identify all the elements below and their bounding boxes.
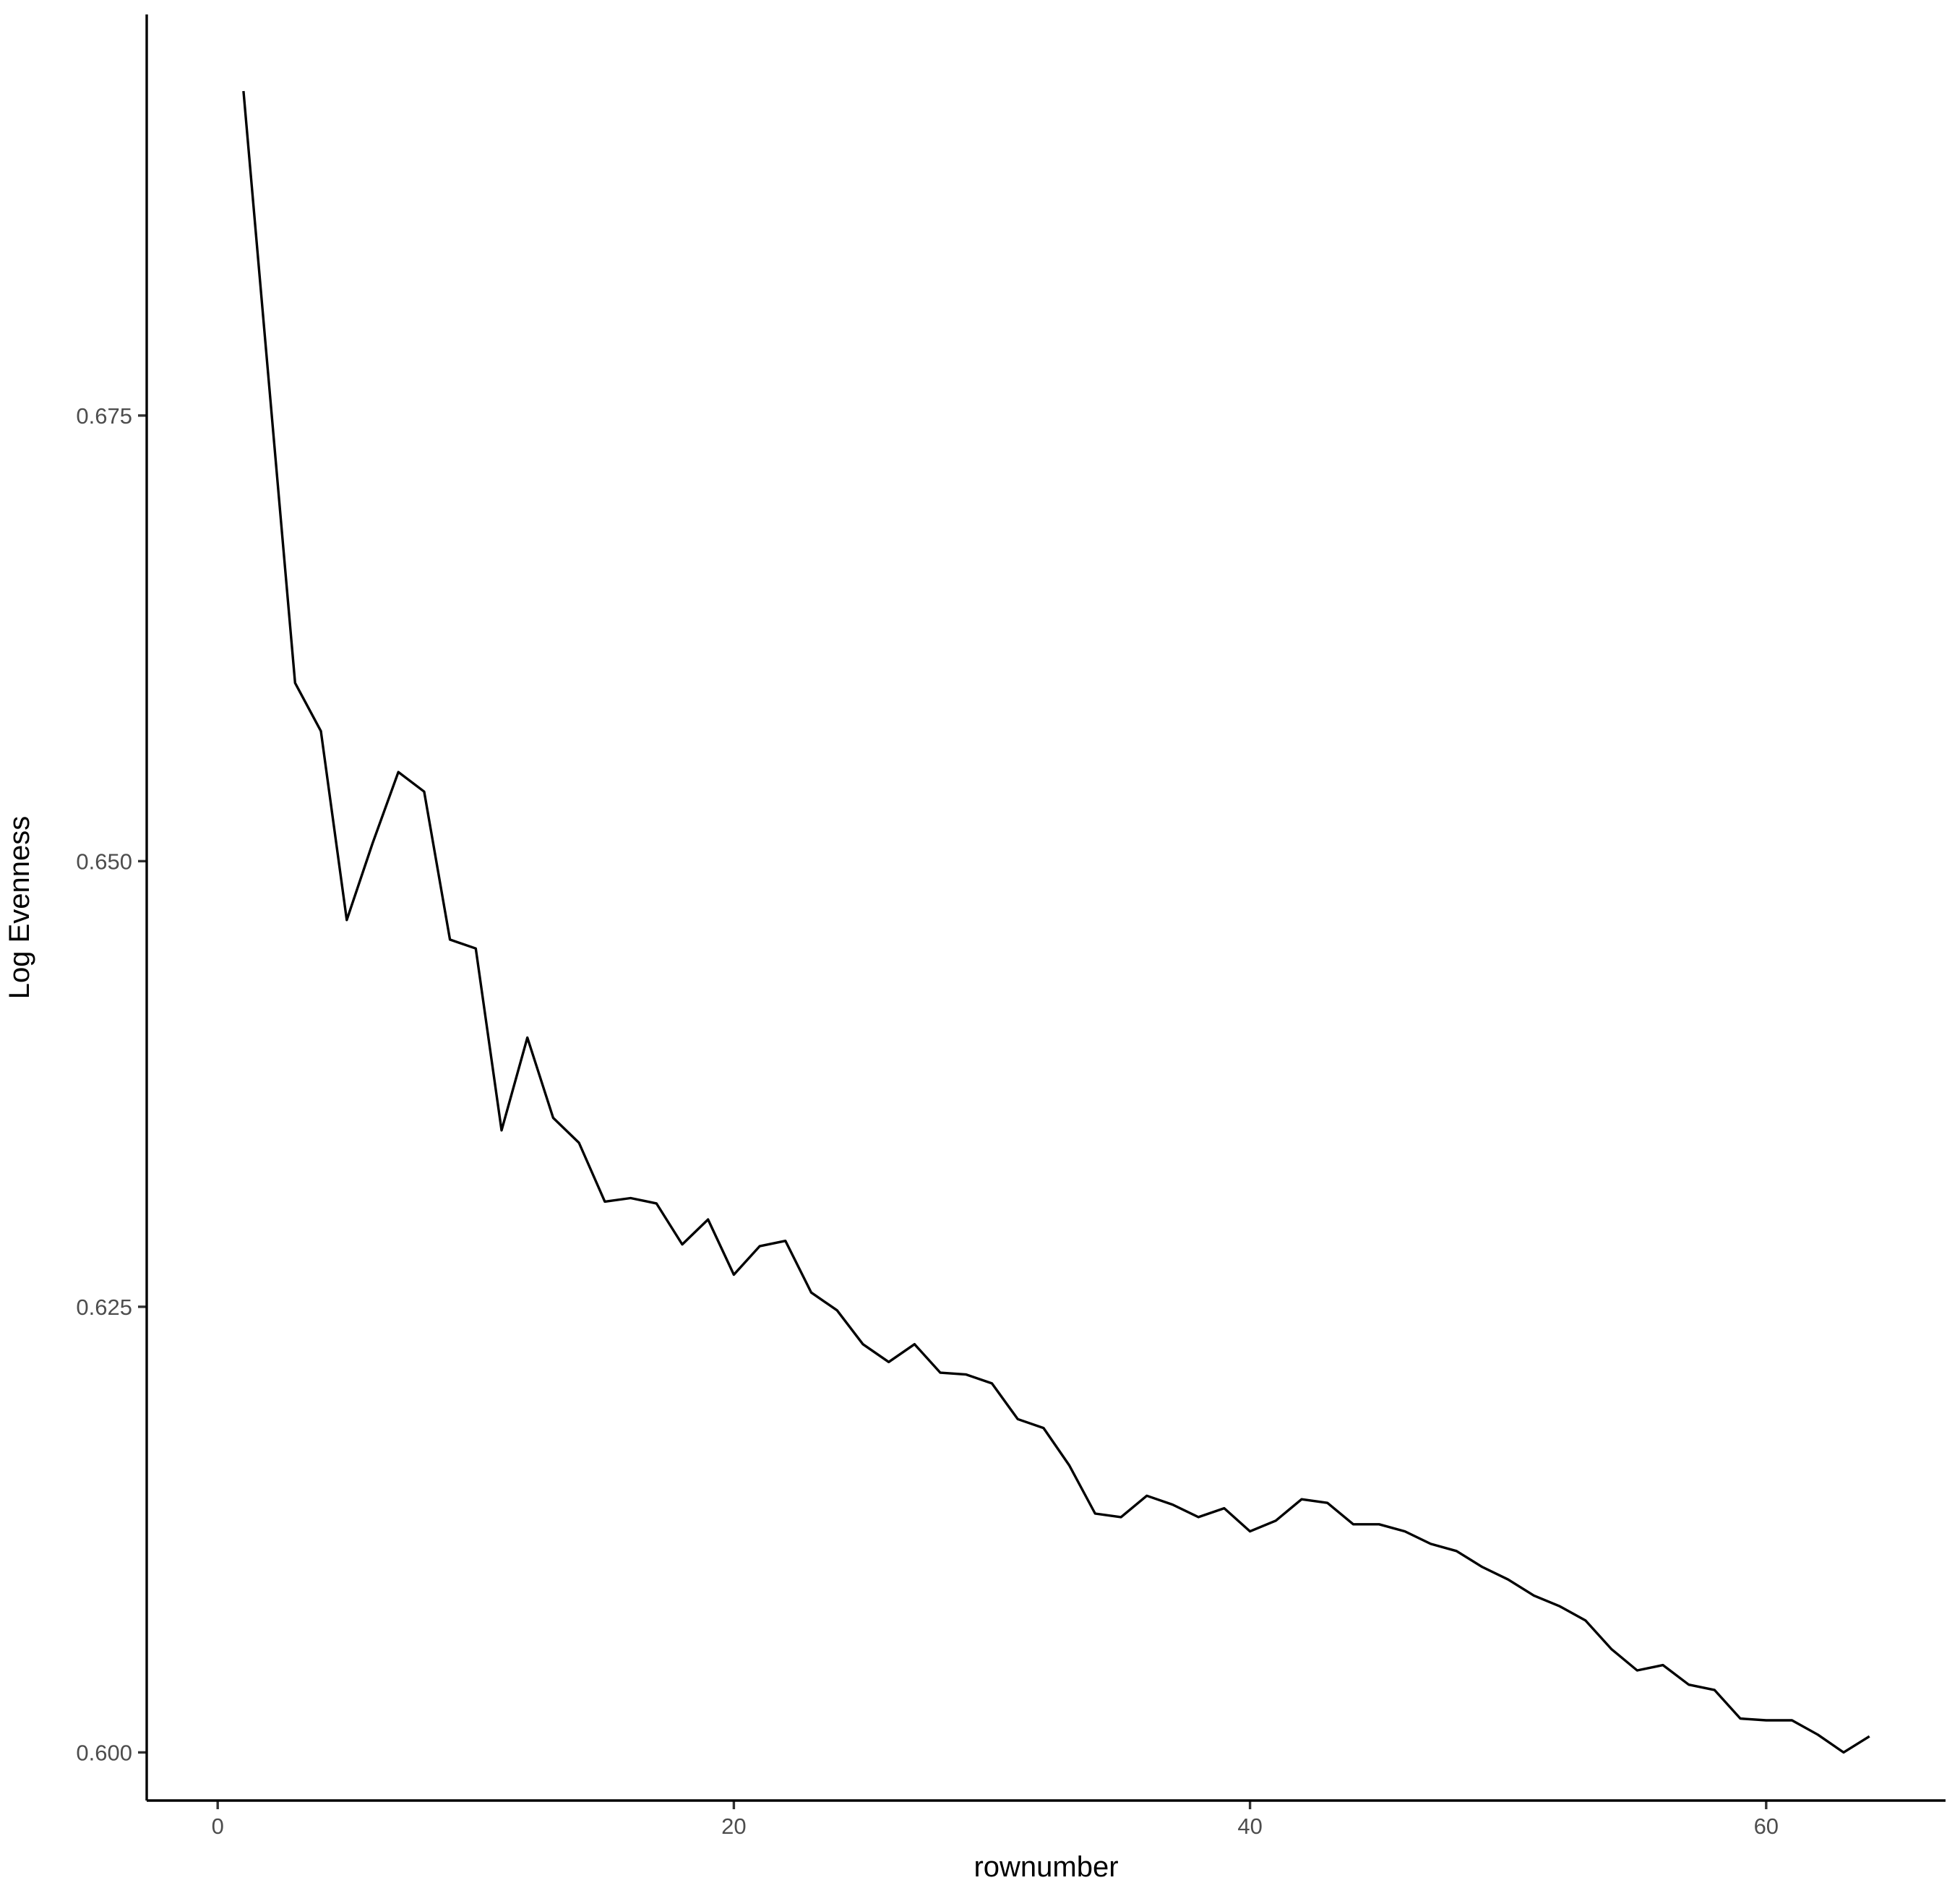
x-tick-label: 60 [1754,1814,1779,1839]
y-tick-label: 0.625 [76,1295,132,1320]
y-tick-label: 0.650 [76,849,132,874]
x-tick-label: 0 [212,1814,224,1839]
tick-labels-layer: 0 20 40 60 0.600 0.625 0.650 0.675 [76,403,1779,1839]
x-tick-label: 40 [1237,1814,1262,1839]
x-tick-label: 20 [721,1814,746,1839]
y-tick-label: 0.600 [76,1740,132,1765]
ticks-layer [138,414,1768,1809]
y-tick-label: 0.675 [76,403,132,429]
x-axis-title: rownumber [973,1851,1118,1883]
y-axis-title: Log Evenness [4,816,35,1000]
series-line-log-evenness [242,90,1870,1754]
